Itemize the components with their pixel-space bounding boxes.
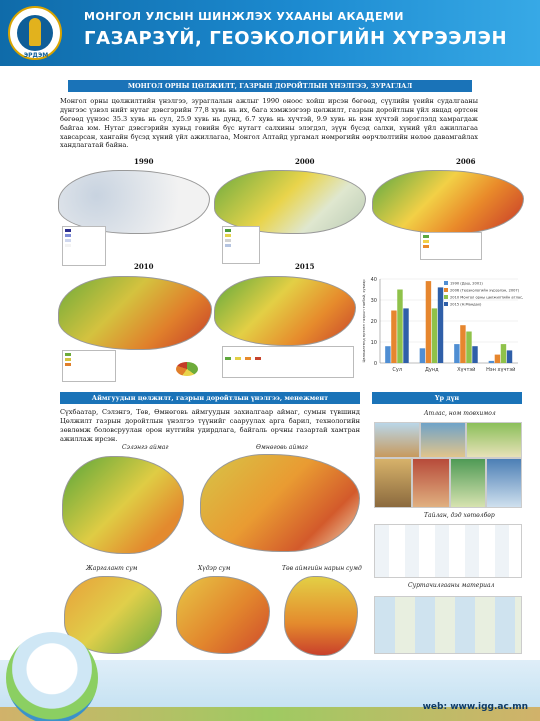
bar bbox=[454, 344, 460, 363]
desertification-map-1990 bbox=[58, 170, 210, 234]
map-2015-legend bbox=[222, 346, 354, 378]
umnugovi-province-map bbox=[200, 454, 360, 552]
soyombo-icon bbox=[29, 18, 41, 46]
map-caption-tuv: Төв аймгийн нарын сумд bbox=[282, 565, 362, 572]
y-tick-label: 0 bbox=[374, 361, 377, 367]
section1-text: Монгол орны цөлжилтийн үнэлгээ, зураглал… bbox=[60, 97, 478, 150]
y-tick-label: 40 bbox=[371, 277, 377, 283]
map-2006-legend bbox=[420, 232, 482, 260]
bar bbox=[391, 310, 397, 363]
map-year-2006: 2006 bbox=[456, 157, 476, 166]
bar bbox=[494, 354, 501, 363]
academy-logo: ЭРДЭМ bbox=[8, 6, 62, 60]
results-caption-materials: Суртачилгааны материал bbox=[408, 582, 495, 589]
section2-text: Сүхбаатар, Сэлэнгэ, Төв, Өмнөговь аймгуу… bbox=[60, 408, 360, 443]
y-tick-label: 20 bbox=[371, 319, 377, 325]
tuv-soums-map bbox=[284, 576, 358, 656]
bar bbox=[466, 331, 472, 363]
bar bbox=[419, 348, 426, 363]
map-year-2015: 2015 bbox=[295, 262, 315, 271]
map-year-2000: 2000 bbox=[295, 157, 315, 166]
bar bbox=[385, 346, 391, 363]
organization-name: МОНГОЛ УЛСЫН ШИНЖЛЭХ УХААНЫ АКАДЕМИ bbox=[84, 10, 404, 23]
department-name: ГАЗАРЗҮЙ, ГЕОЭКОЛОГИЙН ХҮРЭЭЛЭН bbox=[84, 28, 508, 49]
atlas-book-thumbnail-6 bbox=[450, 458, 486, 508]
desertification-bar-chart: 0 10 20 30 40 Цөлжилтөнд өртсөн газрын талбай… bbox=[358, 271, 524, 381]
legend-label: 2010 Монгол орны цөлжилтийн атлас, 2013) bbox=[450, 296, 524, 300]
atlas-book-thumbnail-3 bbox=[466, 422, 522, 458]
desertification-map-2015 bbox=[214, 276, 356, 346]
bar bbox=[403, 308, 409, 363]
legend-swatch bbox=[444, 302, 448, 306]
reports-logos-strip bbox=[374, 524, 522, 578]
bar bbox=[425, 281, 432, 363]
map-caption-jargalant: Жаргалант сум bbox=[86, 565, 138, 572]
section2-title: Аймгуудын цөлжилт, газрын доройтлын үнэл… bbox=[60, 392, 360, 404]
atlas-book-thumbnail-2 bbox=[420, 422, 466, 458]
bar bbox=[472, 346, 478, 363]
map-1990-legend bbox=[62, 226, 106, 266]
y-axis-label: Цөлжилтөнд өртсөн газрын талбай, хувиар bbox=[362, 279, 366, 363]
landscape-globe-illustration bbox=[6, 632, 98, 721]
legend-label: 2015 (Н.Мандах) bbox=[450, 303, 482, 307]
legend-swatch bbox=[444, 288, 448, 292]
x-tick-label: Нэн хүчтэй bbox=[486, 366, 515, 373]
khuder-soum-map bbox=[176, 576, 270, 654]
atlas-book-thumbnail-1 bbox=[374, 422, 420, 458]
results-caption-atlas: Атлас, ном товхимол bbox=[424, 410, 496, 417]
footer-illustration bbox=[0, 632, 540, 721]
bar bbox=[506, 350, 513, 363]
bar bbox=[460, 325, 466, 363]
desertification-map-2010 bbox=[58, 276, 212, 350]
map-2010-legend bbox=[62, 350, 116, 382]
legend-swatch bbox=[444, 281, 448, 285]
results-caption-reports: Тайлан, дэд хөтөлбөр bbox=[424, 512, 495, 519]
map-year-2010: 2010 bbox=[134, 262, 154, 271]
website-link[interactable]: web: www.igg.ac.mn bbox=[422, 702, 528, 712]
map-caption-khuder: Хүдэр сум bbox=[198, 565, 231, 572]
map-2000-legend bbox=[222, 226, 260, 264]
x-tick-label: Дунд bbox=[425, 367, 439, 373]
x-tick-label: Хүчтэй bbox=[457, 366, 475, 373]
x-tick-label: Сул bbox=[392, 367, 402, 373]
bar bbox=[500, 344, 507, 363]
legend-label: 1990 (Даш, 2001) bbox=[450, 282, 483, 286]
selenge-province-map bbox=[62, 456, 184, 554]
promotional-materials-collage bbox=[374, 596, 522, 654]
section3-title: Үр дүн bbox=[372, 392, 522, 404]
map-caption-selenge: Сэлэнгэ аймаг bbox=[122, 444, 169, 451]
map-caption-umnugovi: Өмнөговь аймаг bbox=[256, 444, 308, 451]
header-banner: ЭРДЭМ МОНГОЛ УЛСЫН ШИНЖЛЭХ УХААНЫ АКАДЕМ… bbox=[0, 0, 540, 66]
desertification-map-2006 bbox=[372, 170, 524, 234]
bar bbox=[437, 287, 444, 363]
legend-label: 2006 (Геоэкологийн хүрээлэн, 2007) bbox=[450, 289, 520, 293]
desertification-map-2000 bbox=[214, 170, 366, 234]
bar bbox=[397, 289, 403, 363]
atlas-book-thumbnail-7 bbox=[486, 458, 522, 508]
map-year-1990: 1990 bbox=[134, 157, 154, 166]
y-tick-label: 10 bbox=[371, 340, 377, 346]
map-2010-pie-chart bbox=[176, 362, 198, 376]
bar bbox=[431, 308, 438, 363]
legend-swatch bbox=[444, 295, 448, 299]
y-tick-label: 30 bbox=[371, 298, 377, 304]
bar bbox=[488, 360, 495, 363]
atlas-book-thumbnail-4 bbox=[374, 458, 412, 508]
atlas-book-thumbnail-5 bbox=[412, 458, 450, 508]
section1-title: МОНГОЛ ОРНЫ ЦӨЛЖИЛТ, ГАЗРЫН ДОРОЙТЛЫН ҮН… bbox=[68, 80, 472, 92]
